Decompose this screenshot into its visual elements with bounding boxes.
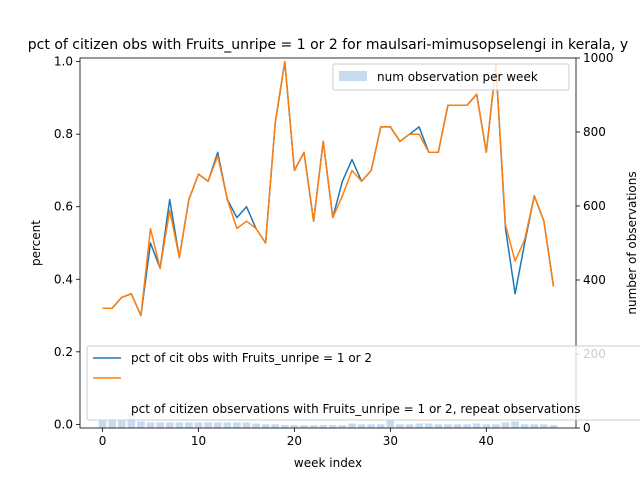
observation-bar (415, 423, 423, 428)
x-tick-label: 40 (479, 434, 494, 448)
observation-bar (376, 424, 385, 428)
observation-bar (492, 424, 500, 428)
observation-bars (98, 413, 558, 428)
y-tick-label: 1.0 (54, 55, 73, 69)
observation-bar (271, 424, 280, 428)
observation-bar (549, 425, 558, 428)
observation-bar (242, 422, 251, 428)
observation-bar (434, 424, 443, 428)
observation-bar (280, 425, 289, 428)
observation-bar (511, 421, 519, 428)
observation-bar (252, 423, 260, 428)
observation-bar (444, 424, 452, 428)
observation-bar (319, 425, 328, 428)
observation-bar (530, 424, 539, 428)
observation-bar (540, 424, 548, 428)
series-2-legend-label: pct of citizen observations with Fruits_… (131, 402, 580, 416)
observation-bar (127, 413, 136, 428)
observation-bar (194, 422, 203, 428)
y-tick-label: 0.8 (54, 127, 73, 141)
x-axis-label: week index (294, 456, 362, 470)
observation-bar (117, 420, 126, 428)
y-tick-label: 0.0 (54, 417, 73, 431)
y2-axis-label: number of observations (625, 171, 639, 314)
y2-tick-label: 1000 (583, 51, 614, 65)
observation-bar (328, 425, 337, 428)
observation-bar (175, 422, 184, 428)
observation-bar (463, 424, 471, 428)
observation-bar (482, 424, 491, 428)
series-lines (102, 60, 555, 317)
observation-bar (98, 420, 107, 428)
observation-bar (453, 424, 462, 428)
observation-bar (396, 424, 404, 428)
y2-tick-label: 600 (583, 199, 606, 213)
y2-tick-label: 0 (583, 421, 591, 435)
observation-bar (233, 422, 241, 428)
observation-bar (204, 422, 212, 428)
observation-bar (501, 422, 510, 428)
bars-legend-box (332, 63, 570, 91)
chart-title: pct of citizen obs with Fruits_unripe = … (28, 37, 628, 53)
observation-bar (348, 423, 356, 428)
observation-bar (424, 423, 433, 428)
x-tick-label: 20 (287, 434, 302, 448)
y-axis-ticks: 0.0 0.2 0.4 0.6 0.8 1.0 (54, 55, 80, 431)
observation-bar (367, 424, 376, 428)
observation-bar (300, 425, 308, 428)
observation-bar (472, 423, 481, 428)
y-tick-label: 0.4 (54, 272, 73, 286)
x-tick-label: 0 (99, 434, 107, 448)
y-tick-label: 0.6 (54, 200, 73, 214)
bars-legend-label: num observation per week (377, 70, 538, 84)
series-2-line (102, 60, 555, 317)
observation-bar (309, 425, 318, 428)
observation-bar (386, 419, 395, 428)
observation-bar (290, 425, 299, 428)
observation-bar (156, 422, 164, 428)
observation-bar (261, 424, 270, 428)
bars-legend: num observation per week (332, 63, 570, 91)
observation-bar (405, 424, 414, 428)
x-tick-label: 30 (383, 434, 398, 448)
observation-bar (520, 424, 529, 428)
observation-bar (185, 422, 193, 428)
observation-bar (357, 424, 366, 428)
x-tick-label: 10 (191, 434, 206, 448)
x-axis-ticks: 0 10 20 30 40 (99, 428, 494, 448)
lines-legend: pct of cit obs with Fruits_unripe = 1 or… (86, 345, 640, 421)
observation-bar (108, 420, 116, 428)
y-tick-label: 0.2 (54, 345, 73, 359)
observation-bar (213, 422, 222, 428)
bars-legend-swatch (339, 71, 367, 81)
observation-bar (137, 421, 145, 428)
observation-bar (223, 422, 232, 428)
observation-bar (165, 422, 174, 428)
y2-tick-label: 400 (583, 273, 606, 287)
series-1-legend-label: pct of cit obs with Fruits_unripe = 1 or… (131, 351, 372, 365)
observation-bar (146, 422, 155, 428)
y2-tick-label: 800 (583, 125, 606, 139)
plot-frame (79, 57, 577, 429)
series-1-line (102, 60, 555, 317)
y-axis-label: percent (29, 220, 43, 266)
lines-legend-box (86, 345, 640, 421)
observation-bar (338, 425, 347, 428)
